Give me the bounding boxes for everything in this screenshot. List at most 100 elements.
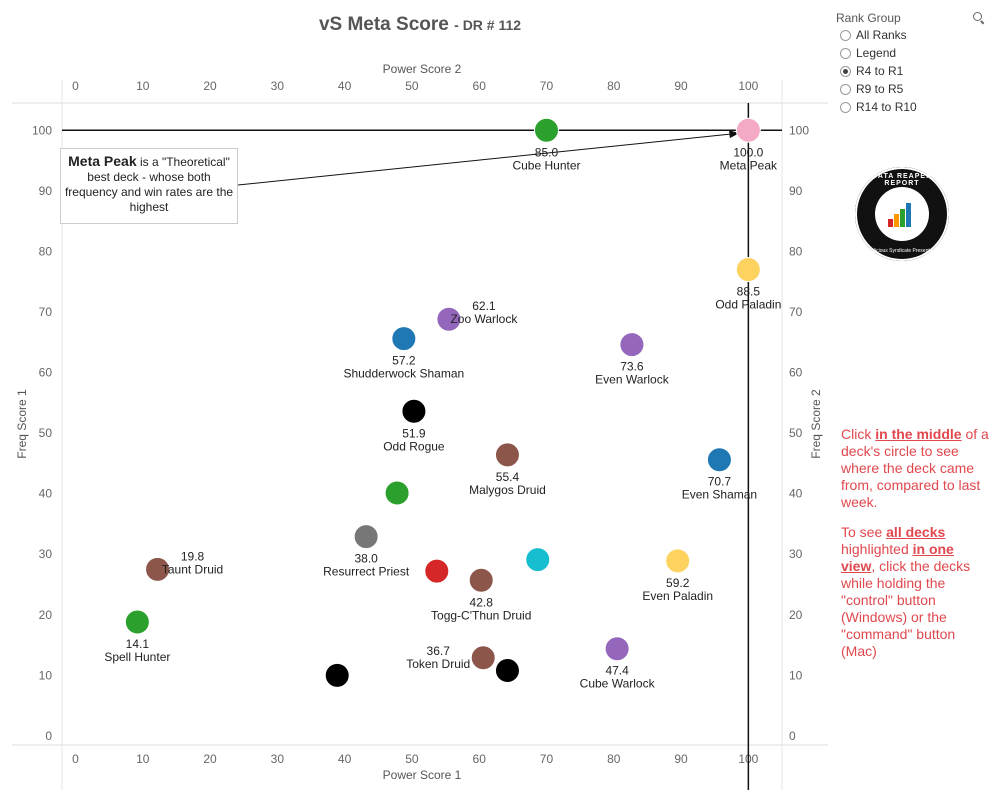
meta-peak-callout: Meta Peak is a "Theoretical" best deck -…: [60, 148, 238, 224]
note-text: , click the decks while holding the "con…: [841, 558, 971, 659]
x-tick-label: 10: [136, 752, 150, 766]
data-point: [384, 480, 410, 506]
point-score-label: 55.4: [496, 470, 520, 484]
x-tick-label: 80: [607, 752, 621, 766]
point-score-label: 14.1: [126, 637, 150, 651]
filter-header: Rank Group: [836, 10, 986, 26]
x-tick-label-top: 80: [607, 79, 621, 93]
point-name-label: Even Warlock: [595, 373, 670, 387]
data-point: [706, 447, 732, 473]
data-point: [525, 547, 551, 573]
data-reaper-logo: DATA REAPER REPORT Vicious Syndicate Pre…: [855, 167, 949, 261]
data-point: [401, 398, 427, 424]
note-emphasis: in one view: [841, 541, 954, 574]
y-tick-label-right: 0: [789, 729, 796, 743]
data-point: [494, 442, 520, 468]
rank-option-label: R14 to R10: [856, 100, 917, 114]
x-tick-label-top: 30: [271, 79, 285, 93]
point-score-label: 85.0: [535, 145, 559, 159]
x-tick-label-top: 10: [136, 79, 150, 93]
logo-bottom-text: Vicious Syndicate Presents: [871, 248, 933, 254]
instructions-note: Click in the middle of a deck's circle t…: [841, 426, 991, 673]
filter-options: All Ranks Legend R4 to R1 R9 to R5 R14 to R1…: [836, 26, 986, 116]
point-score-label: 62.1: [472, 299, 496, 313]
x-tick-label: 60: [473, 752, 487, 766]
radio-button[interactable]: [840, 29, 851, 41]
y-tick-label-right: 30: [789, 547, 803, 561]
point-score-label: 47.4: [605, 664, 629, 678]
chart-title-sep: -: [454, 17, 463, 33]
x-tick-label-top: 0: [72, 79, 79, 93]
data-point: [424, 558, 450, 584]
point-name-label: Spell Hunter: [104, 650, 170, 664]
radio-button[interactable]: [840, 101, 851, 113]
data-point: [470, 645, 496, 671]
x-axis-title: Power Score 1: [383, 768, 462, 782]
x-tick-label: 70: [540, 752, 554, 766]
rank-option[interactable]: R14 to R10: [836, 98, 986, 116]
rank-option[interactable]: Legend: [836, 44, 986, 62]
chart-title: vS Meta Score - DR # 112: [0, 14, 840, 36]
data-point: [494, 658, 520, 684]
point-score-label: 57.2: [392, 354, 416, 368]
radio-button[interactable]: [840, 65, 851, 77]
x-tick-label-top: 100: [738, 79, 758, 93]
scatter-chart: 0 0 10 10 20 20 30 30 40 40 50 50 60 60 70 70 80 80 90 90 10…: [12, 62, 828, 790]
radio-button[interactable]: [840, 83, 851, 95]
point-name-label: Taunt Druid: [162, 562, 223, 576]
rank-option[interactable]: R4 to R1: [836, 62, 986, 80]
point-score-label: 88.5: [737, 285, 761, 299]
y-tick-label-right: 10: [789, 668, 803, 682]
x-tick-label-top: 50: [405, 79, 419, 93]
chart-title-main: vS Meta Score: [318, 14, 449, 35]
y-tick-label: 40: [39, 487, 53, 501]
instructions-click: Click in the middle of a deck's circle t…: [841, 426, 991, 511]
data-point: [604, 636, 630, 662]
x-tick-label-top: 90: [674, 79, 688, 93]
radio-button[interactable]: [840, 47, 851, 59]
point-name-label: Togg-C'Thun Druid: [431, 608, 531, 622]
callout-bold: Meta Peak: [68, 153, 137, 169]
y-tick-label: 20: [39, 608, 53, 622]
data-point: [324, 662, 350, 688]
x-axis-title-top: Power Score 2: [383, 62, 462, 76]
point-score-label: 38.0: [354, 552, 378, 566]
y-tick-label-right: 20: [789, 608, 803, 622]
data-point: [735, 117, 761, 143]
instructions-highlight: To see all decks highlighted in one view…: [841, 524, 991, 660]
point-name-label: Odd Paladin: [715, 298, 781, 312]
rank-option[interactable]: R9 to R5: [836, 80, 986, 98]
point-score-label: 70.7: [708, 475, 732, 489]
point-name-label: Even Shaman: [682, 488, 757, 502]
chart-title-sub: DR # 112: [462, 17, 522, 33]
callout-text: is a "Theoretical" best deck - whose bot…: [64, 155, 234, 214]
x-tick-label: 40: [338, 752, 352, 766]
rank-option-label: All Ranks: [856, 28, 907, 42]
point-name-label: Shudderwock Shaman: [343, 367, 464, 381]
data-point: [468, 567, 494, 593]
y-tick-label: 50: [39, 426, 53, 440]
y-tick-label-right: 100: [789, 123, 809, 137]
data-point: [619, 332, 645, 358]
x-tick-label-top: 60: [473, 79, 487, 93]
point-score-label: 42.8: [470, 595, 494, 609]
y-tick-label: 90: [39, 184, 53, 198]
rank-option[interactable]: All Ranks: [836, 26, 986, 44]
x-tick-label-top: 70: [540, 79, 554, 93]
point-score-label: 59.2: [666, 576, 690, 590]
data-point: [436, 306, 462, 332]
y-tick-label-right: 90: [789, 184, 803, 198]
search-icon[interactable]: [972, 11, 986, 25]
point-name-label: Resurrect Priest: [323, 565, 410, 579]
x-tick-label: 20: [203, 752, 217, 766]
x-tick-label-top: 40: [338, 79, 352, 93]
note-emphasis: all decks: [886, 524, 946, 540]
rank-option-label: Legend: [856, 46, 897, 60]
y-tick-label: 70: [39, 305, 53, 319]
y-tick-label: 100: [32, 123, 52, 137]
data-point: [391, 326, 417, 352]
point-score-label: 51.9: [402, 426, 426, 440]
data-point: [145, 556, 171, 582]
y-tick-label-right: 40: [789, 487, 803, 501]
point-name-label: Zoo Warlock: [450, 312, 518, 326]
